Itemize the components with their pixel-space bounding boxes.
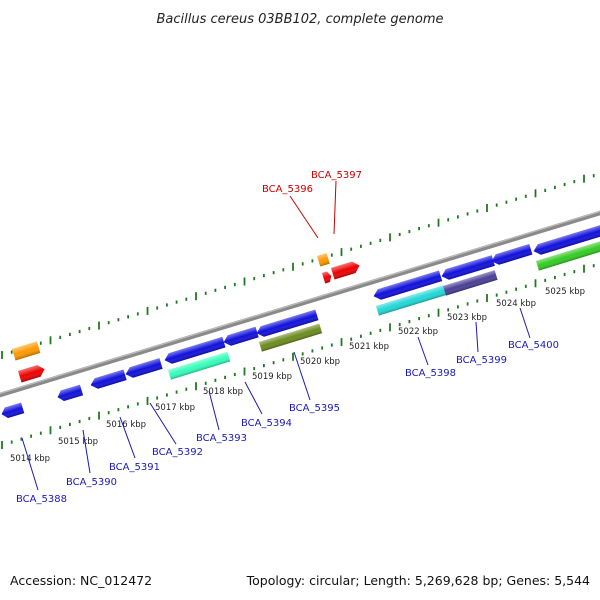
scale-label-5016: 5016 kbp: [106, 420, 146, 430]
scale-label-5017: 5017 kbp: [155, 403, 195, 413]
reverse-domain-aquamarine[interactable]: [168, 351, 231, 380]
reverse-gene-bca5398[interactable]: [372, 270, 443, 302]
gene-label-bca5397[interactable]: BCA_5397: [311, 170, 362, 181]
scale-label-5014: 5014 kbp: [10, 454, 50, 464]
reverse-gene-bca5390[interactable]: [56, 384, 84, 403]
scale-labels: 5014 kbp 5015 kbp 5016 kbp 5017 kbp 5018…: [10, 287, 585, 464]
gene-label-bca5396[interactable]: BCA_5396: [262, 184, 313, 195]
reverse-tick-track: [1, 264, 595, 449]
scale-label-5021: 5021 kbp: [349, 342, 389, 352]
reverse-domain-olive[interactable]: [259, 323, 323, 352]
reverse-gene-bca5394[interactable]: [222, 326, 259, 348]
genome-backbone: [0, 210, 600, 398]
reverse-domain-cyan[interactable]: [376, 285, 446, 316]
reverse-gene-bca5400[interactable]: [490, 244, 533, 267]
scale-label-5020: 5020 kbp: [300, 357, 340, 367]
gene-label-bca5398[interactable]: BCA_5398: [405, 368, 456, 379]
scale-label-5024: 5024 kbp: [496, 299, 536, 309]
gene-label-bca5388[interactable]: BCA_5388: [16, 494, 67, 505]
gene-label-bca5400[interactable]: BCA_5400: [508, 340, 559, 351]
reverse-gene-bca5392[interactable]: [124, 358, 163, 379]
scale-label-5019: 5019 kbp: [252, 372, 292, 382]
forward-tick-track: [1, 174, 595, 359]
genome-title: Bacillus cereus 03BB102, complete genome: [156, 12, 443, 27]
forward-gene-red-bca5397[interactable]: [331, 260, 361, 280]
scale-label-5023: 5023 kbp: [447, 313, 487, 323]
forward-gene-red-1[interactable]: [18, 363, 46, 383]
reverse-features: [0, 222, 600, 420]
gene-label-bca5390[interactable]: BCA_5390: [66, 477, 117, 488]
reverse-gene-bca5388[interactable]: [0, 402, 25, 420]
gene-label-bca5393[interactable]: BCA_5393: [196, 433, 247, 444]
forward-gene-orange-bca5396[interactable]: [317, 253, 330, 267]
forward-features: [12, 253, 361, 383]
scale-label-5025: 5025 kbp: [545, 287, 585, 297]
reverse-gene-bca5399[interactable]: [440, 255, 495, 281]
scale-label-5018: 5018 kbp: [203, 387, 243, 397]
forward-gene-red-bca5396[interactable]: [322, 271, 333, 284]
topology-text: Topology: circular; Length: 5,269,628 bp…: [246, 573, 590, 588]
reverse-domain-green[interactable]: [536, 237, 600, 271]
forward-gene-orange-1[interactable]: [12, 341, 41, 361]
reverse-domain-slate[interactable]: [443, 270, 498, 296]
scale-label-5022: 5022 kbp: [398, 327, 438, 337]
reverse-gene-bca5395[interactable]: [255, 309, 319, 339]
gene-label-bca5392[interactable]: BCA_5392: [152, 447, 203, 458]
reverse-gene-bca5393[interactable]: [163, 336, 226, 366]
gene-label-bca5395[interactable]: BCA_5395: [289, 403, 340, 414]
reverse-gene-leaders: [21, 307, 531, 491]
gene-label-bca5394[interactable]: BCA_5394: [241, 418, 292, 429]
reverse-gene-bca5391[interactable]: [89, 369, 127, 390]
forward-gene-labels: BCA_5396 BCA_5397: [262, 170, 362, 195]
scale-label-5015: 5015 kbp: [58, 437, 98, 447]
reverse-gene-right-edge[interactable]: [532, 222, 600, 257]
accession-text: Accession: NC_012472: [10, 573, 152, 588]
gene-label-bca5391[interactable]: BCA_5391: [109, 462, 160, 473]
reverse-gene-labels: BCA_5388 BCA_5390 BCA_5391 BCA_5392 BCA_…: [16, 340, 559, 505]
forward-gene-leaders: [289, 180, 337, 239]
gene-label-bca5399[interactable]: BCA_5399: [456, 355, 507, 366]
